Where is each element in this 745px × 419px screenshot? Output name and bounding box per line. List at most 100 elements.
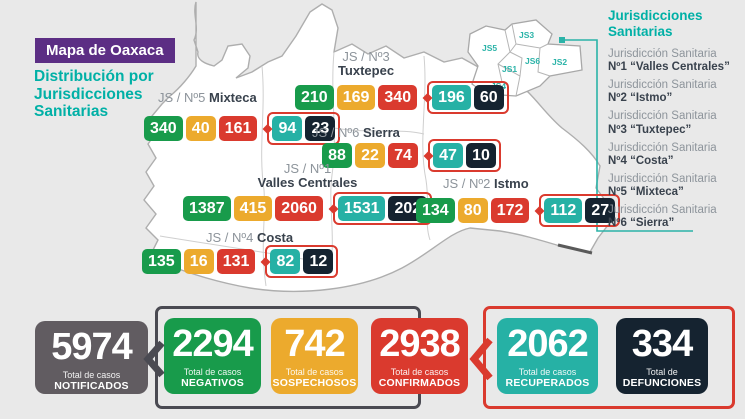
recuperados-defunciones-group: 196 60 xyxy=(427,81,509,115)
total-label-line2: CONFIRMADOS xyxy=(378,377,461,389)
region-prefix: JS / Nº3 xyxy=(342,49,390,64)
isthmus-tip xyxy=(557,243,593,255)
defunciones-count: 10 xyxy=(466,143,496,169)
total-confirmados: 2938 Total de casos CONFIRMADOS xyxy=(371,318,468,394)
total-defunciones: 334 Total de DEFUNCIONES xyxy=(616,318,708,394)
region-name: Costa xyxy=(257,230,294,245)
region-prefix: JS / Nº5 xyxy=(158,90,206,105)
region-label-valles-centrales: JS / Nº1 Valles Centrales xyxy=(245,161,370,191)
total-label-line2: RECUPERADOS xyxy=(505,377,590,389)
total-sospechosos: 742 Total de casos SOSPECHOSOS xyxy=(271,318,358,394)
inset-label-js2: JS2 xyxy=(552,57,567,67)
region-prefix: JS / Nº4 xyxy=(206,230,254,245)
region-name: Valles Centrales xyxy=(257,175,358,191)
legend-item-6: Jurisdicción Sanitaria Nº6 “Sierra” xyxy=(608,204,740,230)
recuperados-count: 94 xyxy=(272,116,303,142)
region-name: Mixteca xyxy=(209,90,257,105)
map-title-badge: Mapa de Oaxaca xyxy=(35,38,175,63)
region-label-sierra: JS / Nº6 Sierra xyxy=(312,125,400,140)
total-value: 334 xyxy=(631,323,693,365)
confirmados-count: 340 xyxy=(378,85,418,111)
negativos-count: 134 xyxy=(416,198,455,224)
confirmados-count: 161 xyxy=(218,116,258,142)
confirmed-breakdown-frame xyxy=(483,306,735,409)
region-prefix: JS / Nº2 xyxy=(443,176,491,191)
region-name: Tuxtepec xyxy=(337,63,395,79)
legend-item-2: Jurisdicción Sanitaria Nº2 “Istmo” xyxy=(608,79,740,105)
negativos-count: 210 xyxy=(295,85,334,111)
recuperados-defunciones-group: 47 10 xyxy=(428,139,501,173)
total-recuperados: 2062 Total de casos RECUPERADOS xyxy=(497,318,598,394)
legend-item-line2: Nº5 “Mixteca” xyxy=(608,186,684,199)
confirmados-count: 74 xyxy=(388,143,418,169)
legend-item-3: Jurisdicción Sanitaria Nº3 “Tuxtepec” xyxy=(608,110,740,136)
total-label-line1: Total de casos xyxy=(390,367,449,377)
total-value: 2294 xyxy=(172,323,254,365)
sospechosos-count: 22 xyxy=(355,143,385,169)
region-name: Sierra xyxy=(363,125,400,140)
recuperados-defunciones-group: 1531 202 xyxy=(332,192,433,226)
defunciones-count: 27 xyxy=(585,198,616,224)
negativos-count: 1387 xyxy=(183,196,231,222)
defunciones-count: 12 xyxy=(303,249,334,275)
legend-item-line1: Jurisdicción Sanitaria xyxy=(608,172,717,185)
confirmed-brace-icon xyxy=(469,337,493,381)
region-stats-valles-centrales: 1387 415 2060 1531 202 xyxy=(183,192,433,226)
region-stats-sierra: 88 22 74 47 10 xyxy=(322,139,501,173)
region-stats-tuxtepec: 210 169 340 196 60 xyxy=(295,81,509,115)
legend-item-line1: Jurisdicción Sanitaria xyxy=(608,48,717,61)
total-value: 2062 xyxy=(507,323,589,365)
notified-brace-icon xyxy=(143,340,165,378)
total-label-line1: Total de casos xyxy=(62,370,121,380)
inset-label-js6: JS6 xyxy=(525,56,540,66)
total-value: 742 xyxy=(284,323,345,365)
sospechosos-count: 40 xyxy=(185,116,216,142)
recuperados-count: 1531 xyxy=(337,196,386,222)
total-label-line2: SOSPECHOSOS xyxy=(272,377,357,389)
legend-item-line2: Nº4 “Costa” xyxy=(608,154,674,167)
confirmados-count: 2060 xyxy=(275,196,323,222)
legend-title: Jurisdicciones Sanitarias xyxy=(608,8,703,39)
total-value: 5974 xyxy=(51,326,133,368)
recuperados-count: 82 xyxy=(270,249,301,275)
defunciones-count: 23 xyxy=(305,116,336,142)
total-label-line1: Total de casos xyxy=(285,367,344,377)
confirmados-count: 131 xyxy=(216,249,256,275)
region-label-costa: JS / Nº4 Costa xyxy=(206,230,293,245)
total-label-line1: Total de casos xyxy=(518,367,577,377)
inset-label-js3: JS3 xyxy=(519,30,534,40)
legend-item-line1: Jurisdicción Sanitaria xyxy=(608,110,717,123)
recuperados-count: 112 xyxy=(544,198,583,224)
region-stats-istmo: 134 80 172 112 27 xyxy=(416,194,621,228)
region-label-tuxtepec: JS / Nº3 Tuxtepec xyxy=(308,49,424,79)
total-label-line2: NOTIFICADOS xyxy=(54,380,129,392)
total-label-line1: Total de xyxy=(646,367,678,377)
sospechosos-count: 169 xyxy=(336,85,376,111)
defunciones-count: 60 xyxy=(473,85,504,111)
recuperados-count: 196 xyxy=(432,85,471,111)
legend-item-5: Jurisdicción Sanitaria Nº5 “Mixteca” xyxy=(608,173,740,199)
sospechosos-count: 80 xyxy=(457,198,488,224)
legend-item-line2: Nº6 “Sierra” xyxy=(608,217,675,230)
recuperados-defunciones-group: 94 23 xyxy=(267,112,341,146)
inset-label-js1: JS1 xyxy=(502,64,517,74)
region-prefix: JS / Nº1 xyxy=(283,161,332,176)
region-prefix: JS / Nº6 xyxy=(312,125,360,140)
confirmados-count: 172 xyxy=(490,198,530,224)
legend-item-4: Jurisdicción Sanitaria Nº4 “Costa” xyxy=(608,142,740,168)
sospechosos-count: 16 xyxy=(183,249,214,275)
recuperados-defunciones-group: 82 12 xyxy=(265,245,339,279)
total-label-line2: NEGATIVOS xyxy=(181,377,244,389)
legend-item-line1: Jurisdicción Sanitaria xyxy=(608,79,717,92)
total-value: 2938 xyxy=(379,323,461,365)
negativos-count: 340 xyxy=(144,116,183,142)
negativos-count: 135 xyxy=(142,249,181,275)
sidebar-connector-line xyxy=(559,37,693,232)
total-notificados: 5974 Total de casos NOTIFICADOS xyxy=(35,321,148,394)
region-label-istmo: JS / Nº2 Istmo xyxy=(443,176,529,191)
legend-item-line1: Jurisdicción Sanitaria xyxy=(608,204,717,217)
negativos-count: 88 xyxy=(322,143,352,169)
legend-item-line2: Nº1 “Valles Centrales” xyxy=(608,61,730,74)
region-stats-costa: 135 16 131 82 12 xyxy=(142,245,339,279)
